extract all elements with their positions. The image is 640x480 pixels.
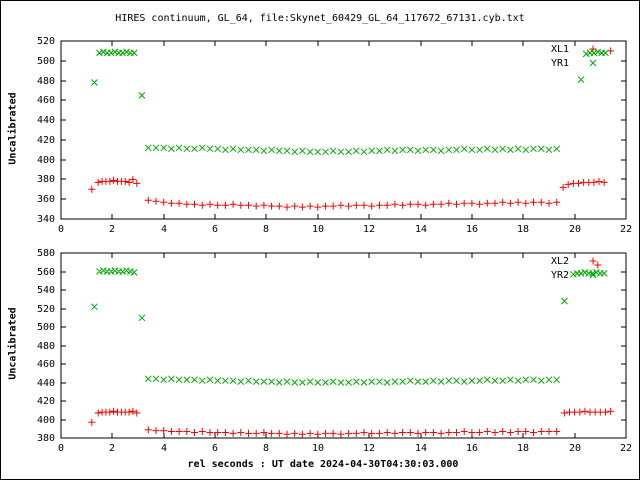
x-tick-label: 20	[569, 224, 581, 235]
legend-marker-YR1	[589, 59, 597, 67]
plot-top: 0 2 4 6 8 10 12 14 16 18 20 22 340 360 380 400 420 440 460…	[37, 36, 632, 235]
legend-label-XL1: XL1	[551, 44, 569, 55]
x-tick-label: 8	[263, 224, 269, 235]
x-tick-label: 14	[415, 224, 427, 235]
series-points-XL2	[88, 261, 615, 438]
plot-bottom: 0 2 4 6 8 10 12 14 16 18 20 22 380 400 420 440 460 480 500…	[37, 248, 632, 454]
legend-marker-YR2	[589, 271, 597, 279]
y-tick-label: 560	[37, 267, 55, 278]
y-tick-label: 440	[37, 115, 55, 126]
y-tick-label: 360	[37, 194, 55, 205]
y-tick-label: 580	[37, 248, 55, 259]
y-tick-label: 440	[37, 378, 55, 389]
y-tick-label: 500	[37, 322, 55, 333]
plot-border	[60, 252, 627, 439]
y-tick-label: 480	[37, 341, 55, 352]
x-tick-label: 6	[212, 224, 218, 235]
y-tick-label: 400	[37, 155, 55, 166]
x-tick-label: 12	[363, 224, 375, 235]
y-axis-label-bottom: Uncalibrated	[7, 307, 19, 380]
y-tick-label: 460	[37, 95, 55, 106]
series-points-YR1	[91, 48, 609, 156]
y-axis-label-top: Uncalibrated	[7, 92, 19, 165]
x-tick-label: 0	[58, 443, 64, 454]
y-tick-label: 420	[37, 135, 55, 146]
y-tick-label: 380	[37, 174, 55, 185]
x-tick-label: 14	[415, 443, 427, 454]
x-tick-label: 4	[161, 443, 167, 454]
legend-marker-XL2	[589, 257, 597, 265]
legend-label-XL2: XL2	[551, 256, 569, 267]
x-axis-label: rel seconds : UT date 2024-04-30T04:30:0…	[187, 459, 459, 470]
y-tick-label: 400	[37, 415, 55, 426]
legend-label-YR1: YR1	[551, 58, 569, 69]
y-tick-label: 500	[37, 56, 55, 67]
x-tick-label: 2	[109, 224, 115, 235]
y-tick-label: 340	[37, 214, 55, 225]
y-tick-label: 380	[37, 433, 55, 444]
x-tick-label: 12	[363, 443, 375, 454]
x-tick-label: 4	[161, 224, 167, 235]
x-tick-label: 16	[466, 224, 478, 235]
y-tick-label: 540	[37, 285, 55, 296]
x-tick-label: 18	[517, 224, 529, 235]
x-tick-label: 6	[212, 443, 218, 454]
y-tick-label: 520	[37, 304, 55, 315]
y-tick-label: 420	[37, 396, 55, 407]
y-tick-label: 480	[37, 76, 55, 87]
x-tick-label: 16	[466, 443, 478, 454]
x-tick-label: 8	[263, 443, 269, 454]
x-tick-label: 18	[517, 443, 529, 454]
x-tick-label: 2	[109, 443, 115, 454]
x-tick-label: 22	[620, 224, 632, 235]
x-tick-label: 20	[569, 443, 581, 454]
series-points-XL1	[88, 47, 615, 211]
x-tick-label: 22	[620, 443, 632, 454]
y-tick-label: 520	[37, 36, 55, 47]
x-tick-label: 0	[58, 224, 64, 235]
plot-border	[60, 40, 627, 220]
series-points-YR2	[91, 267, 608, 386]
x-tick-label: 10	[312, 443, 324, 454]
legend-label-YR2: YR2	[551, 270, 569, 281]
x-tick-label: 10	[312, 224, 324, 235]
y-tick-label: 460	[37, 359, 55, 370]
chart-title: HIRES continuum, GL_64, file:Skynet_6042…	[115, 13, 525, 24]
